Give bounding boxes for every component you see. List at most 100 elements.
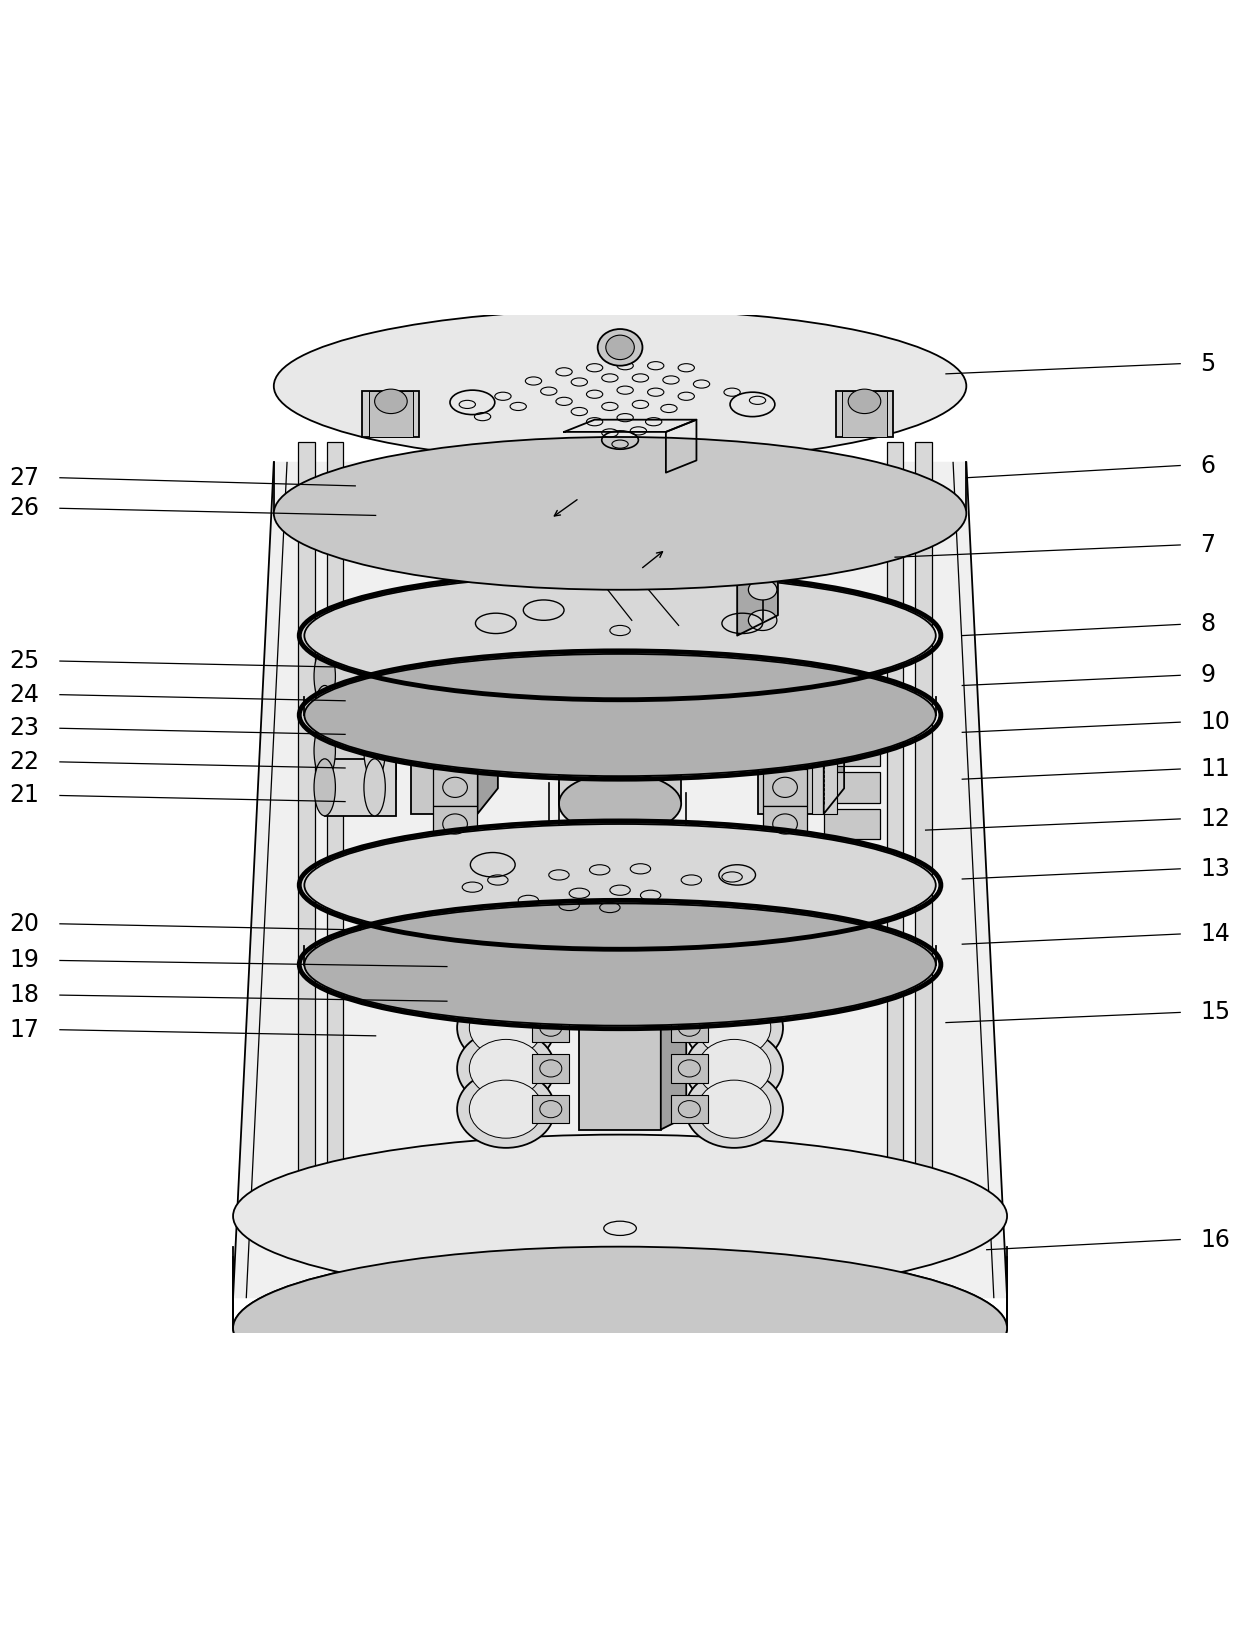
Text: 17: 17 (10, 1018, 40, 1042)
Bar (823, 661, 879, 692)
Bar (325, 722, 396, 780)
Bar (362, 391, 419, 437)
Ellipse shape (686, 1071, 782, 1149)
Polygon shape (579, 913, 686, 926)
Ellipse shape (233, 1257, 1007, 1421)
Text: 22: 22 (10, 750, 40, 775)
Ellipse shape (314, 758, 335, 816)
Ellipse shape (686, 908, 782, 986)
Ellipse shape (697, 999, 771, 1056)
Polygon shape (503, 452, 777, 473)
Bar (671, 1014, 708, 1042)
Polygon shape (738, 452, 777, 636)
Ellipse shape (749, 580, 777, 600)
Bar (433, 806, 477, 842)
Text: 27: 27 (10, 466, 40, 489)
Bar (532, 1055, 569, 1083)
Bar (671, 972, 708, 1002)
Bar (532, 933, 569, 961)
Text: 9: 9 (1200, 662, 1215, 687)
Text: 24: 24 (10, 682, 40, 707)
Bar (763, 695, 807, 732)
Text: 23: 23 (10, 717, 40, 740)
Bar (433, 770, 477, 806)
Text: 7: 7 (1200, 532, 1215, 557)
Bar (823, 735, 879, 766)
Bar (325, 758, 396, 816)
Text: 6: 6 (1200, 453, 1215, 478)
Bar (887, 442, 903, 1201)
Bar (811, 651, 837, 814)
Ellipse shape (559, 773, 681, 834)
Ellipse shape (274, 310, 966, 463)
Text: 15: 15 (1200, 1000, 1230, 1025)
Ellipse shape (304, 575, 936, 697)
Ellipse shape (314, 648, 335, 705)
Ellipse shape (314, 722, 335, 780)
Text: 20: 20 (10, 911, 40, 936)
Bar (763, 658, 807, 695)
Ellipse shape (458, 1030, 554, 1107)
Bar (823, 771, 879, 803)
Ellipse shape (697, 1040, 771, 1098)
Text: 16: 16 (1200, 1228, 1230, 1251)
Ellipse shape (233, 1246, 1007, 1409)
Text: 14: 14 (1200, 921, 1230, 946)
Ellipse shape (697, 918, 771, 976)
Ellipse shape (233, 1277, 1007, 1440)
Bar (608, 697, 632, 885)
Text: 18: 18 (10, 984, 40, 1007)
Bar (579, 926, 661, 1129)
Ellipse shape (469, 1040, 543, 1098)
Bar (671, 1094, 708, 1124)
Bar (763, 770, 807, 806)
Polygon shape (233, 463, 1007, 1297)
Text: 12: 12 (1200, 808, 1230, 831)
Ellipse shape (363, 722, 386, 780)
Bar (915, 442, 931, 1201)
Ellipse shape (469, 999, 543, 1056)
Polygon shape (661, 913, 686, 1129)
Bar (671, 933, 708, 961)
Ellipse shape (458, 948, 554, 1025)
Bar (412, 651, 477, 814)
Ellipse shape (363, 648, 386, 705)
Bar (532, 1094, 569, 1124)
Bar (433, 658, 477, 695)
Ellipse shape (686, 989, 782, 1066)
Bar (823, 699, 879, 730)
Ellipse shape (458, 908, 554, 986)
Bar (842, 391, 887, 437)
Text: 25: 25 (10, 649, 40, 672)
Polygon shape (564, 420, 697, 432)
Ellipse shape (233, 1267, 1007, 1430)
Polygon shape (412, 625, 497, 651)
Bar (532, 972, 569, 1002)
Bar (823, 809, 879, 839)
Text: 13: 13 (1200, 857, 1230, 880)
Bar (368, 391, 413, 437)
Polygon shape (823, 625, 844, 814)
Bar (763, 732, 807, 770)
Bar (758, 651, 823, 814)
Ellipse shape (469, 1079, 543, 1139)
Ellipse shape (598, 330, 642, 366)
Text: 8: 8 (1200, 613, 1215, 636)
Bar (559, 646, 681, 804)
Bar (299, 442, 315, 1201)
Text: 5: 5 (1200, 351, 1215, 376)
Ellipse shape (233, 1246, 1007, 1409)
Text: 21: 21 (10, 783, 40, 808)
Bar (503, 473, 738, 636)
Bar (836, 391, 893, 437)
Ellipse shape (697, 1079, 771, 1139)
Ellipse shape (458, 989, 554, 1066)
Polygon shape (666, 420, 697, 473)
Ellipse shape (458, 1071, 554, 1149)
Polygon shape (758, 625, 844, 651)
Ellipse shape (374, 389, 407, 414)
Ellipse shape (606, 335, 635, 359)
Bar (671, 1055, 708, 1083)
Ellipse shape (686, 948, 782, 1025)
Ellipse shape (314, 686, 335, 743)
